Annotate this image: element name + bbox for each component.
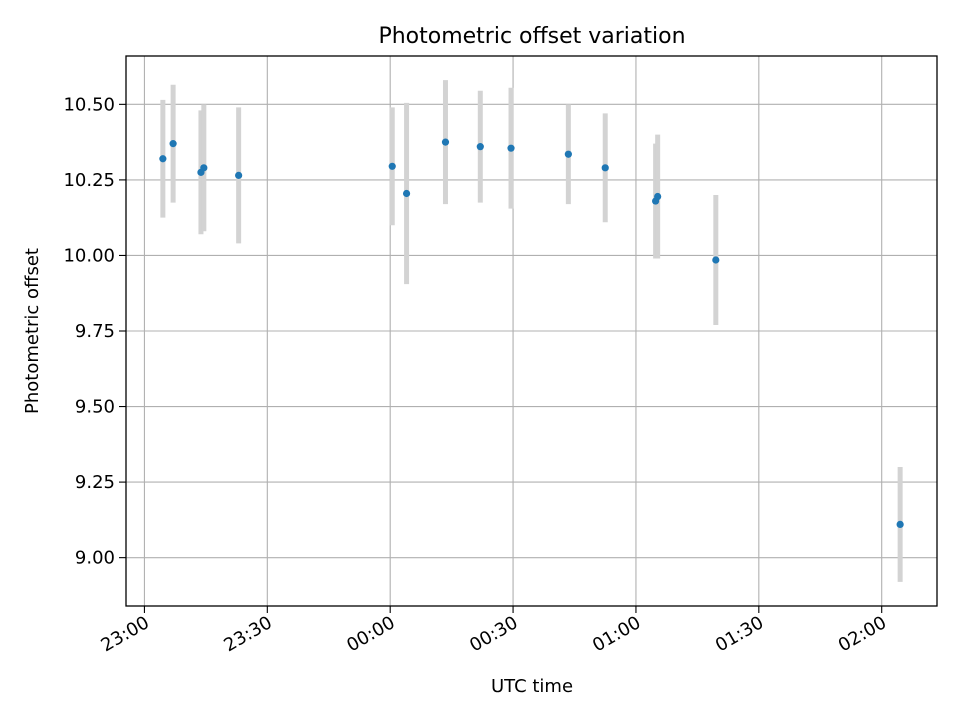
data-point: [654, 192, 662, 201]
y-tick-label: 10.50: [63, 94, 115, 115]
data-point: [235, 171, 243, 179]
data-point: [159, 155, 167, 163]
x-axis-title: UTC time: [491, 676, 573, 697]
data-points: [159, 138, 904, 529]
y-tick-label: 9.75: [75, 321, 115, 342]
data-point: [388, 162, 396, 170]
data-point: [601, 164, 609, 172]
y-tick-label: 9.00: [75, 548, 115, 569]
data-point: [169, 140, 177, 148]
data-point: [200, 164, 208, 172]
data-point: [896, 520, 904, 529]
y-tick-label: 9.25: [75, 472, 115, 493]
y-axis-title: Photometric offset: [22, 248, 43, 414]
data-point: [712, 256, 720, 264]
data-point: [441, 138, 450, 146]
data-point: [507, 144, 515, 152]
data-point: [476, 143, 484, 151]
chart-title: Photometric offset variation: [378, 24, 685, 49]
data-point: [564, 150, 572, 158]
y-tick-label: 10.25: [63, 170, 115, 191]
y-tick-label: 9.50: [75, 397, 115, 418]
y-tick-label: 10.00: [63, 245, 115, 266]
data-point: [402, 189, 411, 198]
